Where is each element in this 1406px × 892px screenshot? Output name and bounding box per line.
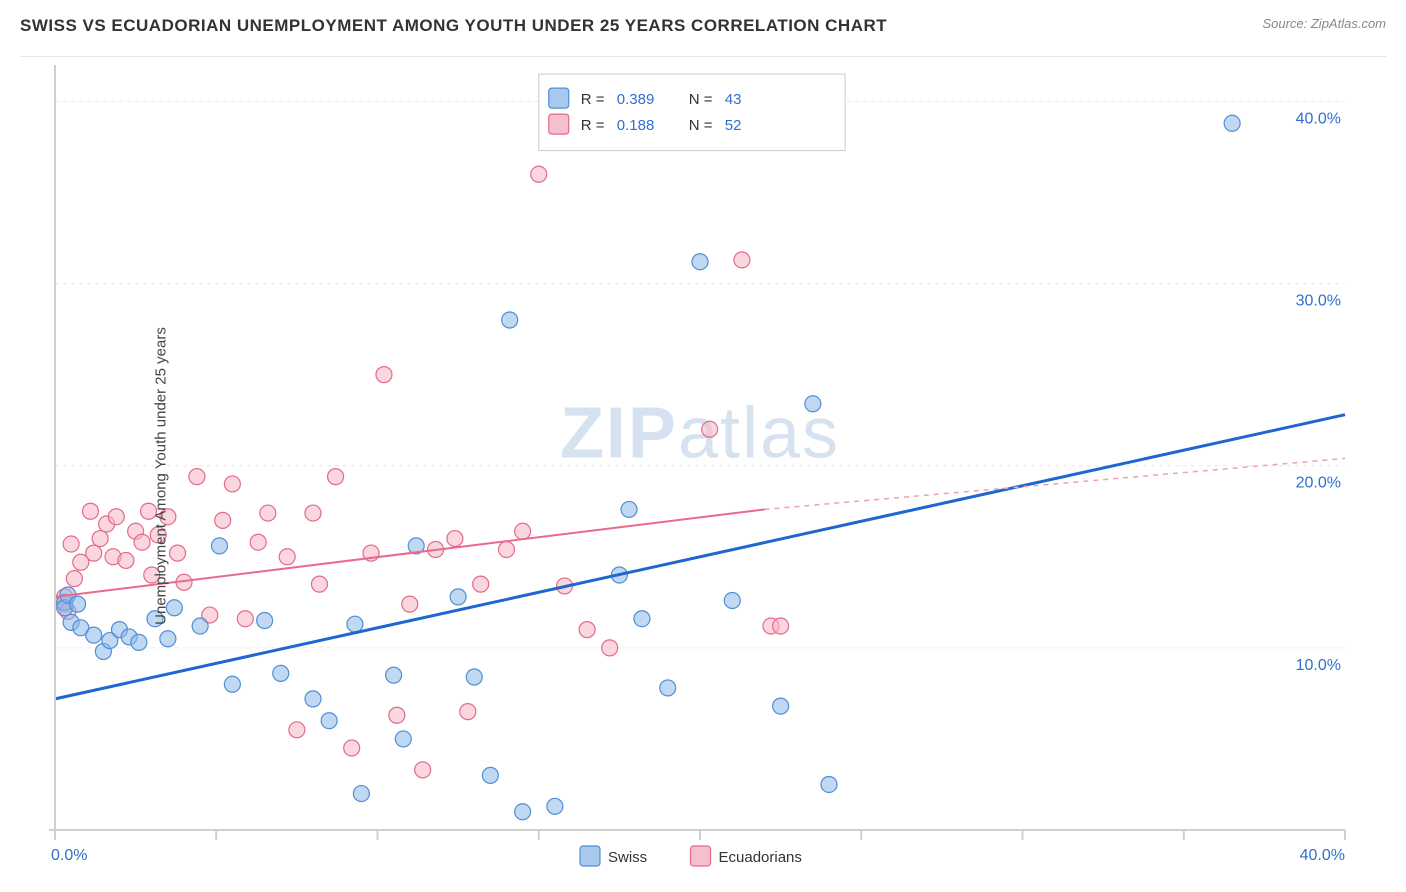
data-point [134, 534, 150, 550]
chart-header: SWISS VS ECUADORIAN UNEMPLOYMENT AMONG Y… [20, 16, 1386, 57]
y-tick-label: 30.0% [1296, 293, 1341, 310]
data-point [63, 536, 79, 552]
legend-series-label: Swiss [608, 849, 647, 866]
data-point [189, 469, 205, 485]
data-point [402, 596, 418, 612]
legend-n-value: 52 [725, 117, 742, 134]
data-point [192, 618, 208, 634]
data-point [473, 576, 489, 592]
data-point [466, 669, 482, 685]
chart-title: SWISS VS ECUADORIAN UNEMPLOYMENT AMONG Y… [20, 16, 1386, 36]
data-point [386, 667, 402, 683]
data-point [273, 665, 289, 681]
legend-swatch [549, 88, 569, 108]
legend-n-label: N = [689, 117, 713, 134]
y-axis-label: Unemployment Among Youth under 25 years [152, 327, 169, 625]
data-point [160, 631, 176, 647]
data-point [1224, 115, 1240, 131]
data-point [499, 542, 515, 558]
data-point [108, 509, 124, 525]
data-point [311, 576, 327, 592]
data-point [547, 798, 563, 814]
data-point [773, 618, 789, 634]
scatter-chart: 10.0% 20.0% 30.0% 40.0% ZIPatlas 0.0% 40.0% R =… [0, 60, 1406, 890]
data-point [224, 676, 240, 692]
data-point [70, 596, 86, 612]
data-point [82, 503, 98, 519]
data-point [347, 616, 363, 632]
data-point [773, 698, 789, 714]
data-point [257, 613, 273, 629]
data-point [415, 762, 431, 778]
legend-series-label: Ecuadorians [719, 849, 802, 866]
data-point [66, 571, 82, 587]
data-point [502, 312, 518, 328]
data-point [289, 722, 305, 738]
x-tick-label: 40.0% [1300, 847, 1345, 864]
data-point [660, 680, 676, 696]
legend-n-value: 43 [725, 91, 742, 108]
data-point [395, 731, 411, 747]
x-tick-label: 0.0% [51, 847, 87, 864]
legend-swatch [691, 846, 711, 866]
data-point [92, 531, 108, 547]
legend-r-label: R = [581, 91, 605, 108]
chart-source: Source: ZipAtlas.com [1262, 16, 1386, 31]
data-point [305, 505, 321, 521]
legend-swatch [549, 114, 569, 134]
data-point [482, 767, 498, 783]
data-point [224, 476, 240, 492]
data-point [450, 589, 466, 605]
data-point [621, 501, 637, 517]
data-point [86, 627, 102, 643]
data-point [305, 691, 321, 707]
legend-swatch [580, 846, 600, 866]
data-point [131, 634, 147, 650]
data-point [260, 505, 276, 521]
data-point [328, 469, 344, 485]
legend-r-value: 0.389 [617, 91, 655, 108]
data-point [531, 166, 547, 182]
legend-r-label: R = [581, 117, 605, 134]
data-point [702, 421, 718, 437]
data-point [821, 776, 837, 792]
data-point [86, 545, 102, 561]
data-point [353, 786, 369, 802]
chart-area: Unemployment Among Youth under 25 years … [0, 60, 1406, 892]
data-point [634, 611, 650, 627]
data-point [211, 538, 227, 554]
y-tick-label: 20.0% [1296, 475, 1341, 492]
y-tick-label: 40.0% [1296, 110, 1341, 127]
y-tick-label: 10.0% [1296, 657, 1341, 674]
data-point [250, 534, 266, 550]
data-point [692, 254, 708, 270]
data-point [447, 531, 463, 547]
data-point [515, 804, 531, 820]
data-point [118, 552, 134, 568]
data-point [602, 640, 618, 656]
data-point [389, 707, 405, 723]
data-point [515, 523, 531, 539]
data-point [344, 740, 360, 756]
watermark: ZIPatlas [560, 394, 840, 474]
data-point [460, 704, 476, 720]
legend-r-value: 0.188 [617, 117, 655, 134]
data-point [724, 593, 740, 609]
data-point [237, 611, 253, 627]
data-point [376, 367, 392, 383]
data-point [279, 549, 295, 565]
correlation-legend [539, 74, 845, 151]
data-point [321, 713, 337, 729]
data-point [805, 396, 821, 412]
data-point [170, 545, 186, 561]
data-point [579, 622, 595, 638]
legend-n-label: N = [689, 91, 713, 108]
data-point [215, 512, 231, 528]
data-point [734, 252, 750, 268]
